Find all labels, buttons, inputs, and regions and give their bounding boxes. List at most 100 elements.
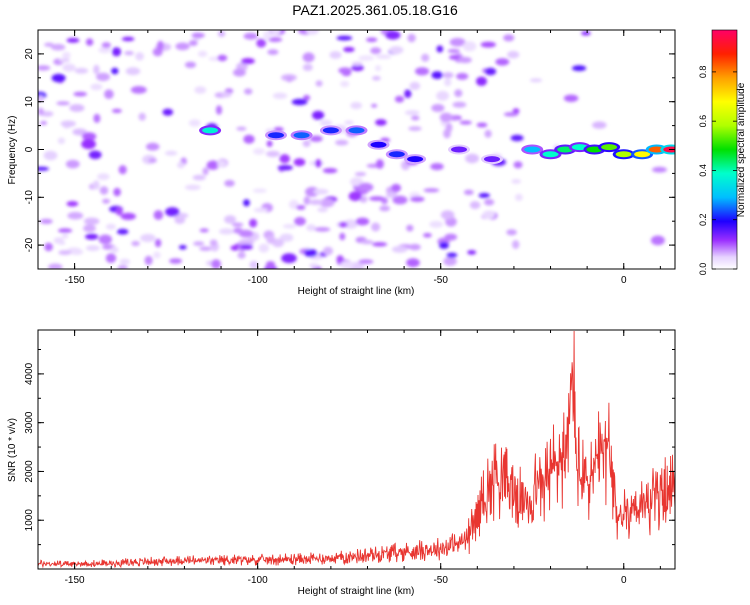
spectrogram-y-ticks: -20 -10 0 10 20: [24, 29, 675, 270]
spectrogram-noise-blob: [188, 40, 198, 46]
spectrogram-noise-blob: [90, 83, 103, 91]
spectrogram-noise-blob: [443, 256, 457, 266]
spectrogram-noise-blob: [56, 101, 70, 106]
snr-series-line: [38, 330, 675, 569]
spectrogram-noise-blob: [38, 107, 44, 116]
spectrogram-noise-blob: [371, 222, 381, 232]
spectrogram-noise-blob: [44, 242, 53, 252]
spectrogram-noise-blob: [431, 104, 445, 112]
colorbar: 0.0 0.2 0.4 0.6 0.8 Normalized spectral ampl…: [698, 29, 747, 276]
spectrogram-noise-blob: [319, 198, 335, 208]
spectrogram-noise-blob: [305, 30, 319, 35]
spectrogram-noise-blob: [404, 110, 420, 116]
spectrogram-noise-blob: [350, 177, 364, 187]
colorbar-tick-label: 0.4: [698, 164, 708, 177]
ridge-point: [601, 144, 618, 151]
spectrogram-noise-blob: [291, 98, 308, 106]
spectrogram-noise-blob: [317, 207, 328, 213]
spectrogram-noise-blob: [85, 233, 99, 240]
spectrogram-noise-blob: [266, 150, 280, 158]
ridge-point: [542, 151, 559, 158]
spectrogram-noise-blob: [44, 42, 54, 47]
spectrogram-noise-blob: [162, 108, 174, 116]
spectrogram-noise-blob: [357, 182, 374, 192]
spectrogram-noise-blob: [62, 63, 76, 72]
spectrogram-noise-blob: [315, 159, 322, 168]
spectrogram-noise-blob: [293, 158, 306, 167]
spectrogram-noise-blob: [444, 78, 452, 87]
spectrogram-noise-blob: [118, 165, 127, 175]
spectrogram-noise-blob: [38, 166, 49, 171]
spectrogram-noise-blob: [154, 238, 162, 248]
spectrogram-noise-blob: [233, 227, 244, 234]
spectrogram-noise-blob: [404, 89, 412, 98]
spectrogram-noise-blob: [315, 80, 323, 87]
spectrogram-noise-blob: [309, 135, 323, 142]
spectrogram-noise-blob: [61, 233, 69, 239]
spectrogram-noise-blob: [372, 76, 381, 81]
spectrogram-noise-blob: [270, 30, 281, 35]
x-tick-label: 0: [621, 275, 627, 286]
spectrogram-noise-blob: [338, 221, 348, 228]
spectrogram-noise-blob: [302, 139, 311, 148]
spectrogram-noise-blob: [343, 46, 355, 53]
spectrogram-noise-blob: [351, 61, 363, 66]
spectrogram-noise-blob: [484, 129, 492, 138]
spectrogram-noise-blob: [305, 186, 320, 197]
spectrogram-noise-blob: [266, 235, 276, 244]
spectrogram-noise-blob: [81, 139, 96, 150]
ridge-point: [348, 127, 365, 134]
spectrogram-noise-blob: [98, 46, 112, 54]
snr-background: [38, 330, 675, 569]
spectrogram-noise-blob: [343, 219, 358, 229]
spectrogram-noise-blob: [279, 154, 291, 164]
spectrogram-noise-blob: [348, 191, 362, 202]
spectrogram-noise-blob: [239, 244, 253, 250]
spectrogram-noise-blob: [375, 54, 392, 59]
spectrogram-noise-blob: [322, 168, 338, 174]
spectrogram-noise-blob: [116, 228, 129, 235]
spectrogram-noise-blob: [478, 193, 490, 198]
spectrogram-noise-blob: [286, 76, 293, 83]
spectrogram-noise-blob: [375, 159, 384, 169]
snr-panel: -150 -100 -50 0 1000 2000 3000 4000 Height of …: [7, 329, 676, 597]
spectrogram-noise-blob: [510, 134, 524, 142]
spectrogram-noise-blob: [409, 81, 421, 91]
spectrogram-noise-blob: [115, 207, 123, 216]
spectrogram-noise-blob: [220, 91, 232, 98]
spectrogram-noise-blob: [211, 259, 222, 269]
spectrogram-noise-blob: [431, 71, 443, 79]
spectrogram-noise-blob: [340, 261, 354, 269]
spectrogram-noise-blob: [480, 41, 496, 48]
spectrogram-noise-blob: [249, 218, 258, 228]
spectrogram-noise-blob: [355, 217, 370, 226]
spectrogram-noise-blob: [258, 243, 269, 253]
spectrogram-noise-blob: [581, 31, 591, 36]
spectrogram-noise-blob: [69, 104, 85, 112]
spectrogram-noise-blob: [111, 67, 119, 75]
colorbar-ticks: 0.0 0.2 0.4 0.6 0.8: [698, 66, 737, 276]
spectrogram-noise-blob: [58, 58, 71, 63]
spectrogram-noise-blob: [209, 239, 218, 246]
spectrogram-noise-blob: [188, 119, 201, 127]
spectrogram-noise-blob: [436, 90, 450, 101]
colorbar-tick-label: 0.0: [698, 263, 708, 276]
spectrogram-noise-blob: [153, 251, 161, 259]
spectrogram-noise-blob: [336, 35, 353, 41]
spectrogram-noise-blob: [58, 228, 73, 233]
spectrogram-noise-blob: [410, 196, 425, 202]
spectrogram-noise-blob: [303, 94, 311, 101]
spectrogram-noise-blob: [392, 195, 408, 205]
spectrogram-noise-blob: [252, 188, 267, 193]
spectrogram-noise-blob: [70, 248, 84, 255]
spectrogram-noise-blob: [319, 119, 333, 127]
spectrogram-noise-blob: [506, 229, 517, 236]
colorbar-tick-label: 0.8: [698, 66, 708, 79]
ridge-point: [634, 151, 651, 158]
spectrogram-noise-blob: [62, 51, 71, 59]
spectrogram-noise-blob: [447, 49, 460, 53]
x-tick-label: -150: [65, 275, 85, 286]
spectrogram-noise-blob: [369, 196, 385, 201]
spectrogram-noise-blob: [313, 188, 329, 195]
spectrogram-noise-blob: [60, 120, 76, 127]
